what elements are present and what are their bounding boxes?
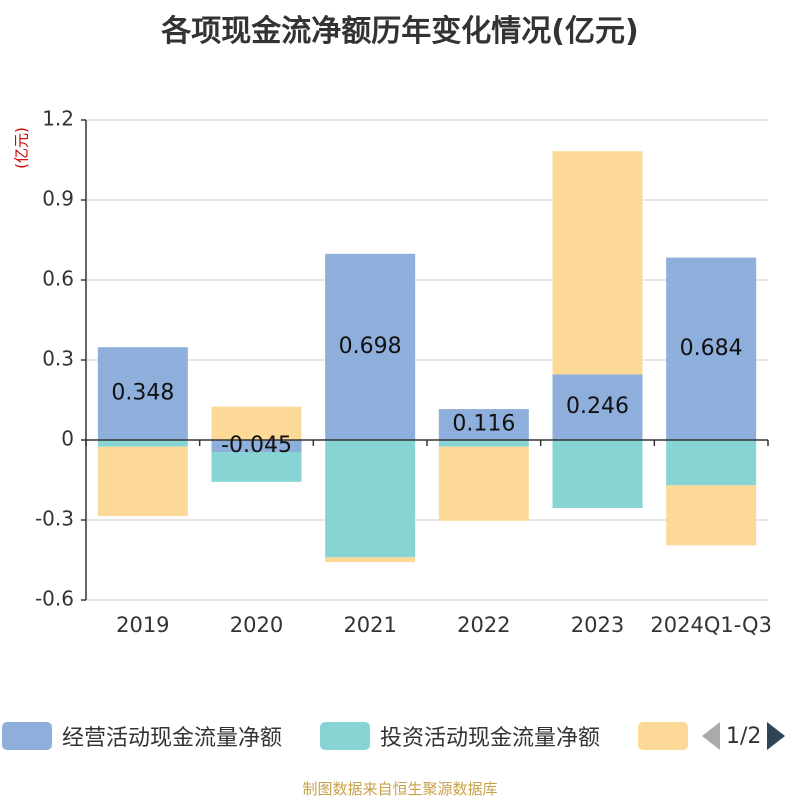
y-tick-label: 1.2 <box>42 107 74 131</box>
pager-prev-icon[interactable] <box>702 722 720 750</box>
bar-segment-series2-2024Q1-Q3 <box>666 485 757 546</box>
x-tick-label: 2021 <box>343 613 396 637</box>
bar-segment-series0-2024Q1-Q3 <box>666 257 757 440</box>
bar-segment-series2-2020 <box>211 406 302 440</box>
data-label: -0.045 <box>221 433 292 458</box>
legend-swatch-operating <box>2 722 52 750</box>
data-label: 0.684 <box>680 336 743 361</box>
bar-segment-series0-2021 <box>325 253 416 440</box>
chart-title: 各项现金流净额历年变化情况(亿元) <box>161 14 639 49</box>
bar-segment-series2-2021 <box>325 557 416 563</box>
bar-segment-series1-2022 <box>438 440 529 447</box>
bar-segment-series1-2021 <box>325 440 416 558</box>
pager-next-icon[interactable] <box>767 722 786 750</box>
bar-segment-series2-2023 <box>552 151 643 375</box>
y-tick-label: -0.3 <box>35 507 74 531</box>
chart-plot: 1.2 0.9 0.6 0.3 0 -0.3 -0.6 2019 2020 2021 2022 202… <box>35 107 772 638</box>
bar-segment-series1-2020 <box>211 452 302 482</box>
y-tick-label: 0.9 <box>42 187 74 211</box>
legend-item-operating[interactable]: 经营活动现金流量净额 <box>2 716 282 756</box>
data-label: 0.246 <box>566 394 629 419</box>
y-axis-unit-text: (亿元) <box>13 127 31 169</box>
bar-segment-series0-2019 <box>97 347 188 440</box>
legend-swatch-investing <box>320 722 370 750</box>
bar-segment-series1-2023 <box>552 440 643 508</box>
legend-label-investing: 投资活动现金流量净额 <box>380 726 601 751</box>
y-tick-label: 0.3 <box>42 347 74 371</box>
data-label: 0.698 <box>339 334 402 359</box>
bar-segment-series0-2022 <box>438 409 529 440</box>
bar-segment-series0-2020 <box>211 440 302 452</box>
x-tick-label: 2024Q1-Q3 <box>650 613 772 637</box>
bar-segment-series2-2022 <box>438 446 529 521</box>
legend: 经营活动现金流量净额 投资活动现金流量净额 1/2 <box>0 716 800 756</box>
y-axis-unit-label: (亿元) <box>13 127 31 169</box>
legend-item-financing[interactable] <box>638 716 698 756</box>
x-tick-label: 2019 <box>116 613 169 637</box>
x-tick-label: 2022 <box>457 613 510 637</box>
legend-item-investing[interactable]: 投资活动现金流量净额 <box>320 716 600 756</box>
data-label: 0.116 <box>452 412 515 437</box>
y-tick-label: -0.6 <box>35 587 74 611</box>
bar-segment-series1-2024Q1-Q3 <box>666 440 757 486</box>
legend-pager: 1/2 <box>702 720 786 752</box>
bar-segment-series0-2023 <box>552 374 643 440</box>
bar-segment-series2-2019 <box>97 446 188 516</box>
data-label: 0.348 <box>111 381 174 406</box>
y-tick-label: 0.6 <box>42 267 74 291</box>
bar-segment-series1-2019 <box>97 440 188 447</box>
pager-page-indicator: 1/2 <box>726 723 762 749</box>
legend-swatch-financing <box>638 722 688 750</box>
legend-label-operating: 经营活动现金流量净额 <box>62 726 283 751</box>
source-note: 制图数据来自恒生聚源数据库 <box>302 780 498 798</box>
y-tick-label: 0 <box>61 427 74 451</box>
x-tick-label: 2020 <box>230 613 283 637</box>
x-tick-label: 2023 <box>571 613 624 637</box>
